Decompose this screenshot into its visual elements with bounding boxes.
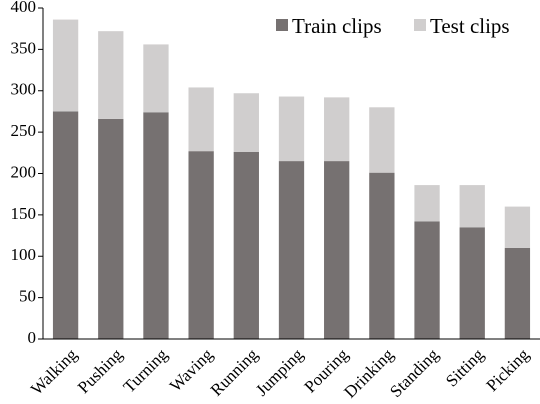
bar-test-pushing [98,31,124,119]
bar-test-jumping [278,96,305,162]
y-tick-label-250: 250 [11,121,37,140]
x-tick-label-running: Running [207,345,262,400]
x-tick-label-turning: Turning [120,345,172,397]
bar-test-sitting [459,185,485,228]
legend-label-train: Train clips [292,14,382,38]
legend-label-test: Test clips [430,14,510,38]
x-tick-label-jumping: Jumping [252,345,307,400]
x-tick-label-standing: Standing [386,345,443,402]
bar-train-waving [188,151,214,339]
legend: Train clips Test clips [276,14,510,38]
y-tick-label-300: 300 [11,80,37,99]
x-tick-label-pushing: Pushing [74,345,127,398]
y-tick-label-100: 100 [11,245,37,264]
x-tick-label-walking: Walking [27,345,81,399]
x-tick-label-sitting: Sitting [442,345,488,391]
bar-train-pushing [98,118,124,339]
x-tick-label-picking: Picking [483,345,534,396]
y-tick-label-200: 200 [11,162,37,181]
bar-test-standing [414,185,440,222]
bar-train-pouring [324,161,350,339]
bar-train-turning [143,112,169,339]
bar-test-walking [52,19,79,112]
bar-test-drinking [369,107,395,173]
y-tick-label-0: 0 [28,328,37,347]
bar-train-running [233,151,259,339]
bar-train-walking [52,111,79,339]
bar-test-turning [143,44,169,113]
bar-train-jumping [278,161,305,339]
bar-train-standing [414,221,440,339]
plot-area [52,19,531,339]
legend-swatch-test [414,19,426,31]
bar-test-running [233,93,259,152]
bar-test-picking [504,206,531,248]
legend-swatch-train [276,19,288,31]
bar-test-waving [188,87,214,152]
bar-train-sitting [459,227,485,339]
bar-test-pouring [324,97,350,162]
x-tick-label-drinking: Drinking [340,345,397,402]
y-tick-label-350: 350 [11,38,37,57]
bar-train-picking [504,247,531,339]
y-tick-label-50: 50 [19,287,36,306]
y-tick-label-150: 150 [11,204,37,223]
bar-train-drinking [369,172,395,339]
y-tick-label-400: 400 [11,0,37,16]
